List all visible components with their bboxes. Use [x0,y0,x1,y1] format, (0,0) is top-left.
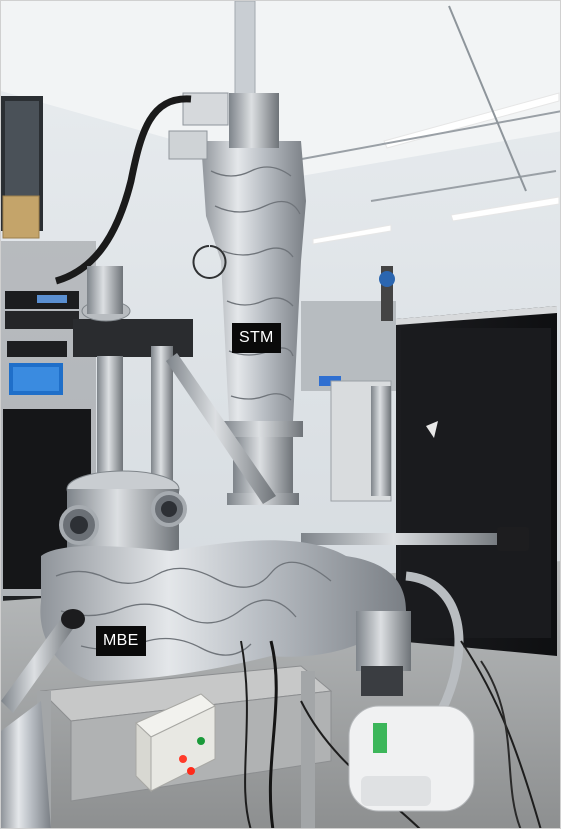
stm-label: STM [232,323,281,353]
mbe-label: MBE [96,626,146,656]
